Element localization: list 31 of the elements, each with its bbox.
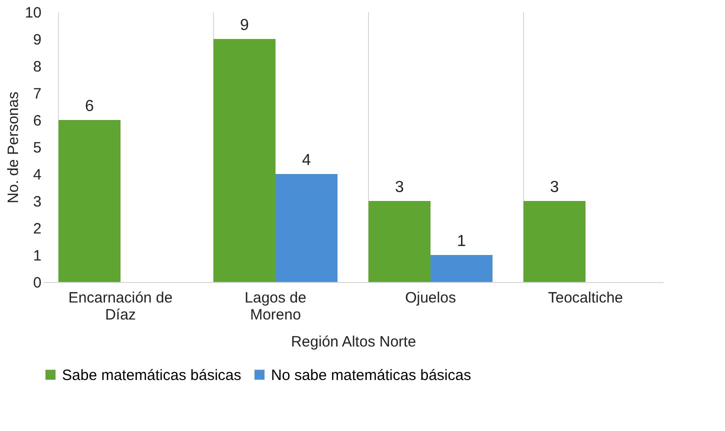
bar	[276, 174, 338, 282]
y-tick-label: 1	[33, 248, 42, 264]
y-tick-label: 10	[24, 4, 42, 22]
legend-label: No sabe matemáticas básicas	[271, 366, 472, 384]
data-label: 9	[240, 17, 250, 34]
data-label: 6	[85, 98, 94, 115]
bar	[430, 255, 492, 282]
y-tick-label: 5	[33, 140, 42, 156]
data-label: 4	[302, 152, 312, 169]
bar	[368, 201, 430, 282]
y-tick-label: 0	[33, 274, 42, 292]
bar	[214, 39, 276, 282]
x-tick-label: Lagos de Moreno	[244, 290, 306, 324]
y-tick-label: 8	[33, 58, 42, 76]
y-tick-label: 3	[33, 194, 42, 210]
x-tick-label: Teocaltiche	[548, 290, 624, 306]
y-tick-label: 9	[33, 32, 42, 48]
y-tick-label: 6	[33, 112, 42, 130]
y-tick-label: 4	[33, 166, 42, 184]
x-tick-label: Encarnación de Díaz	[68, 290, 173, 324]
x-axis-title: Región Altos Norte	[290, 334, 416, 350]
data-label: 1	[457, 233, 466, 250]
bar	[524, 201, 586, 282]
y-tick-label: 2	[33, 220, 42, 238]
y-axis-title: No. de Personas	[4, 92, 22, 204]
x-tick-label: Ojuelos	[405, 290, 456, 306]
bar	[58, 120, 120, 282]
data-label: 3	[550, 179, 560, 196]
legend-label: Sabe matemáticas básicas	[62, 366, 242, 384]
y-tick-label: 7	[33, 86, 42, 102]
data-label: 3	[395, 179, 404, 196]
